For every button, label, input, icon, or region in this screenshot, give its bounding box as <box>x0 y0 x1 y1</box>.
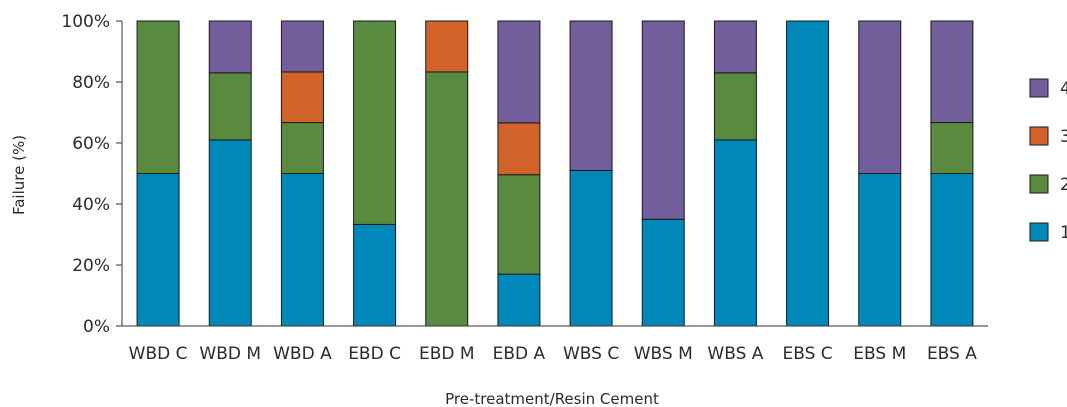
bar-segment-wbd-m-series-1 <box>208 139 252 327</box>
legend-swatch-series-2 <box>1029 174 1049 194</box>
y-tick-label: 100% <box>61 12 110 32</box>
bar-segment-ebs-a-series-4 <box>930 20 974 124</box>
legend-swatch-series-1 <box>1029 222 1049 242</box>
legend: 4 3 2 1 <box>1029 78 1067 243</box>
x-tick-label: WBS C <box>563 344 619 364</box>
x-tick-label: EBD M <box>419 344 475 364</box>
bar-segment-wbs-m-series-1 <box>641 218 685 327</box>
bar-segment-wbs-m-series-4 <box>641 20 685 220</box>
bar-segment-wbd-m-series-2 <box>208 72 252 141</box>
x-tick-label: EBD C <box>348 344 401 364</box>
bar-segment-wbs-a-series-2 <box>713 72 757 141</box>
y-axis-title: Failure (%) <box>10 135 28 215</box>
x-tick-label: WBD A <box>273 344 332 364</box>
bar-segment-wbd-a-series-1 <box>280 173 324 327</box>
bar-segment-ebd-m-series-3 <box>425 20 469 73</box>
bar-segment-ebs-c-series-1 <box>786 20 830 327</box>
x-tick-label: EBS A <box>927 344 977 364</box>
legend-label-series-4: 4 <box>1060 79 1067 99</box>
bar-segment-ebd-m-series-2 <box>425 71 469 327</box>
bar-segment-wbs-a-series-1 <box>713 139 757 327</box>
bar-segment-ebd-a-series-4 <box>497 20 541 124</box>
legend-label-series-2: 2 <box>1060 175 1067 195</box>
bar-segment-ebd-c-series-1 <box>353 223 397 327</box>
y-tick-label: 80% <box>72 73 110 93</box>
bar-segment-ebd-a-series-1 <box>497 273 541 327</box>
bar-segment-ebd-c-series-2 <box>353 20 397 225</box>
bar-segment-ebs-a-series-2 <box>930 122 974 174</box>
bar-segment-ebd-a-series-2 <box>497 174 541 275</box>
bar-segment-ebs-m-series-4 <box>858 20 902 174</box>
legend-label-series-1: 1 <box>1060 223 1067 243</box>
x-tick-label: EBS M <box>853 344 906 364</box>
x-tick-label: EBS C <box>782 344 832 364</box>
bar-segment-wbd-m-series-4 <box>208 20 252 74</box>
legend-swatch-series-3 <box>1029 126 1049 146</box>
bar-segment-wbs-a-series-4 <box>713 20 757 74</box>
bar-segment-wbd-a-series-2 <box>280 122 324 174</box>
y-tick-label: 20% <box>72 256 110 276</box>
bar-segment-wbd-c-series-2 <box>136 20 180 174</box>
x-tick-label: WBS M <box>634 344 693 364</box>
bar-segment-wbd-c-series-1 <box>136 173 180 327</box>
bar-segment-wbd-a-series-3 <box>280 71 324 124</box>
bar-segment-ebs-m-series-1 <box>858 173 902 327</box>
x-tick-label: EBD A <box>493 344 546 364</box>
axes-group: WBD C WBD M WBD A EBD C EBD M EBD A WBS C WBS M… <box>61 12 988 364</box>
y-tick-label: 60% <box>72 134 110 154</box>
legend-label-series-3: 3 <box>1060 127 1067 147</box>
y-tick-label: 0% <box>83 317 110 337</box>
bar-segment-wbd-a-series-4 <box>280 20 324 73</box>
legend-swatch-series-4 <box>1029 78 1049 98</box>
x-tick-label: WBD C <box>129 344 188 364</box>
x-axis-title: Pre-treatment/Resin Cement <box>445 390 659 407</box>
y-tick-label: 40% <box>72 195 110 215</box>
x-tick-label: WBS A <box>707 344 763 364</box>
bar-segment-ebs-a-series-1 <box>930 173 974 327</box>
x-tick-label: WBD M <box>199 344 261 364</box>
bar-segment-wbs-c-series-4 <box>569 20 613 171</box>
bars-group <box>136 20 974 327</box>
bar-segment-wbs-c-series-1 <box>569 169 613 327</box>
bar-segment-ebd-a-series-3 <box>497 122 541 176</box>
